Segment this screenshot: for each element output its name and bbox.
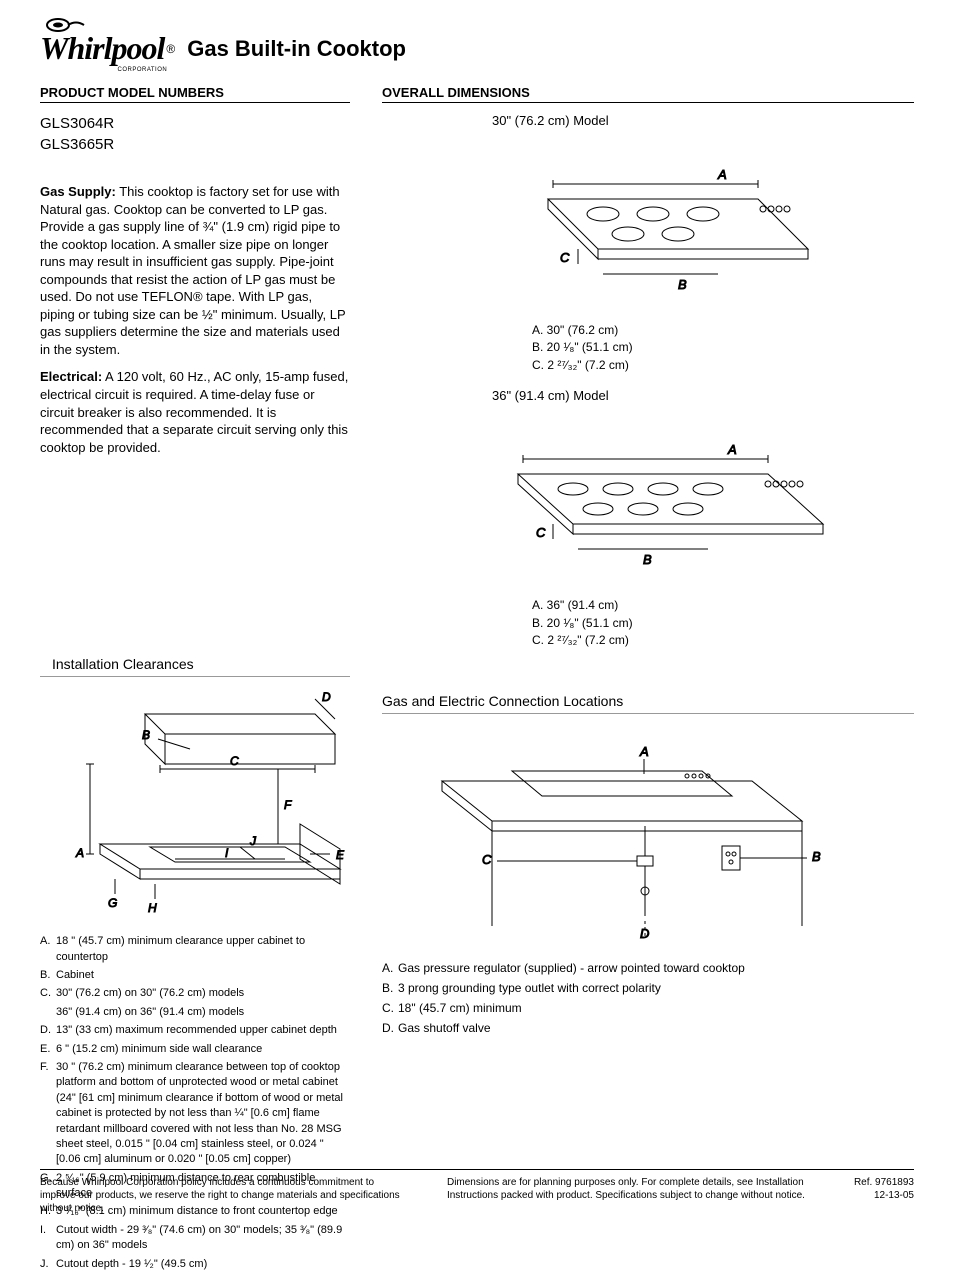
clearances-diagram: D B C F bbox=[40, 689, 350, 919]
dim-line: A. 30" (76.2 cm) bbox=[532, 322, 633, 339]
footer-left: Because Whirlpool Corporation policy inc… bbox=[40, 1176, 410, 1215]
svg-text:C: C bbox=[482, 852, 492, 867]
model-36-label: 36" (91.4 cm) Model bbox=[492, 388, 609, 403]
two-column-layout: PRODUCT MODEL NUMBERS GLS3064R GLS3665R … bbox=[40, 85, 914, 1275]
header: Whirlpool® CORPORATION Gas Built-in Cook… bbox=[40, 30, 914, 67]
registered-mark: ® bbox=[166, 42, 175, 56]
list-item: D.13" (33 cm) maximum recommended upper … bbox=[40, 1023, 350, 1038]
gas-supply-label: Gas Supply: bbox=[40, 184, 116, 199]
svg-text:B: B bbox=[678, 277, 687, 292]
svg-text:D: D bbox=[322, 690, 331, 704]
clearances-heading: Installation Clearances bbox=[40, 656, 350, 672]
model-number: GLS3064R bbox=[40, 113, 350, 134]
footer-date: 12-13-05 bbox=[854, 1189, 914, 1202]
connection-list: A.Gas pressure regulator (supplied) - ar… bbox=[382, 959, 914, 1037]
svg-text:F: F bbox=[284, 798, 292, 812]
divider bbox=[382, 713, 914, 714]
gas-supply-para: Gas Supply: This cooktop is factory set … bbox=[40, 183, 350, 358]
list-item: 36" (91.4 cm) on 36" (91.4 cm) models bbox=[56, 1005, 350, 1020]
svg-text:H: H bbox=[148, 901, 157, 915]
divider bbox=[40, 676, 350, 677]
model-36-block: 36" (91.4 cm) Model bbox=[382, 388, 914, 663]
svg-text:A: A bbox=[639, 744, 649, 759]
list-item: F.30 " (76.2 cm) minimum clearance betwe… bbox=[40, 1060, 350, 1168]
logo-swirl-icon bbox=[46, 16, 86, 34]
page-title: Gas Built-in Cooktop bbox=[187, 36, 406, 62]
list-item: D.Gas shutoff valve bbox=[382, 1019, 914, 1037]
model-30-diagram: A B C bbox=[468, 134, 828, 314]
model-30-label: 30" (76.2 cm) Model bbox=[492, 113, 609, 128]
list-item: E.6 " (15.2 cm) minimum side wall cleara… bbox=[40, 1042, 350, 1057]
list-item: C.18" (45.7 cm) minimum bbox=[382, 999, 914, 1017]
svg-text:J: J bbox=[249, 834, 257, 848]
footer-ref: Ref. 9761893 bbox=[854, 1176, 914, 1189]
svg-text:D: D bbox=[640, 926, 649, 941]
connections-diagram: A B C D bbox=[382, 726, 832, 946]
list-item: J.Cutout depth - 19 ¹⁄₂" (49.5 cm) bbox=[40, 1257, 350, 1272]
dim-line: A. 36" (91.4 cm) bbox=[532, 597, 633, 614]
models-heading: PRODUCT MODEL NUMBERS bbox=[40, 85, 350, 103]
svg-text:C: C bbox=[560, 250, 570, 265]
svg-text:G: G bbox=[108, 896, 117, 910]
brand-logo: Whirlpool® CORPORATION bbox=[40, 30, 175, 67]
svg-text:B: B bbox=[812, 849, 821, 864]
svg-text:A: A bbox=[75, 846, 84, 860]
list-item: C.30" (76.2 cm) on 30" (76.2 cm) models bbox=[40, 986, 350, 1001]
footer-right: Ref. 9761893 12-13-05 bbox=[854, 1176, 914, 1215]
svg-text:I: I bbox=[225, 846, 229, 860]
model-36-diagram: A B C bbox=[448, 409, 848, 589]
model-30-dims: A. 30" (76.2 cm) B. 20 ¹⁄₈" (51.1 cm) C.… bbox=[532, 322, 633, 374]
dim-line: C. 2 ²⁷⁄₃₂" (7.2 cm) bbox=[532, 357, 633, 374]
svg-text:A: A bbox=[727, 442, 737, 457]
footer-mid: Dimensions are for planning purposes onl… bbox=[447, 1176, 817, 1215]
connections-heading: Gas and Electric Connection Locations bbox=[382, 693, 914, 709]
svg-text:B: B bbox=[142, 728, 150, 742]
list-item: A.18 " (45.7 cm) minimum clearance upper… bbox=[40, 934, 350, 965]
left-column: PRODUCT MODEL NUMBERS GLS3064R GLS3665R … bbox=[40, 85, 350, 1275]
electrical-label: Electrical: bbox=[40, 369, 102, 384]
model-36-dims: A. 36" (91.4 cm) B. 20 ¹⁄₈" (51.1 cm) C.… bbox=[532, 597, 633, 649]
model-list: GLS3064R GLS3665R bbox=[40, 113, 350, 155]
dim-line: C. 2 ²⁷⁄₃₂" (7.2 cm) bbox=[532, 632, 633, 649]
electrical-para: Electrical: A 120 volt, 60 Hz., AC only,… bbox=[40, 368, 350, 456]
model-number: GLS3665R bbox=[40, 134, 350, 155]
dim-line: B. 20 ¹⁄₈" (51.1 cm) bbox=[532, 615, 633, 632]
svg-text:C: C bbox=[230, 754, 239, 768]
svg-text:A: A bbox=[717, 167, 727, 182]
svg-text:C: C bbox=[536, 525, 546, 540]
svg-text:E: E bbox=[336, 848, 345, 862]
dimensions-heading: OVERALL DIMENSIONS bbox=[382, 85, 914, 103]
right-column: OVERALL DIMENSIONS 30" (76.2 cm) Model bbox=[382, 85, 914, 1275]
list-item: A.Gas pressure regulator (supplied) - ar… bbox=[382, 959, 914, 977]
footer: Because Whirlpool Corporation policy inc… bbox=[40, 1169, 914, 1215]
svg-text:B: B bbox=[643, 552, 652, 567]
dim-line: B. 20 ¹⁄₈" (51.1 cm) bbox=[532, 339, 633, 356]
model-30-block: 30" (76.2 cm) Model bbox=[382, 113, 914, 388]
brand-corporation: CORPORATION bbox=[117, 67, 167, 73]
list-item: B.3 prong grounding type outlet with cor… bbox=[382, 979, 914, 997]
brand-name: Whirlpool bbox=[40, 30, 164, 66]
clearance-list: A.18 " (45.7 cm) minimum clearance upper… bbox=[40, 934, 350, 1272]
list-item: B.Cabinet bbox=[40, 968, 350, 983]
list-item: I.Cutout width - 29 ³⁄₈" (74.6 cm) on 30… bbox=[40, 1223, 350, 1254]
gas-supply-text: This cooktop is factory set for use with… bbox=[40, 184, 345, 357]
